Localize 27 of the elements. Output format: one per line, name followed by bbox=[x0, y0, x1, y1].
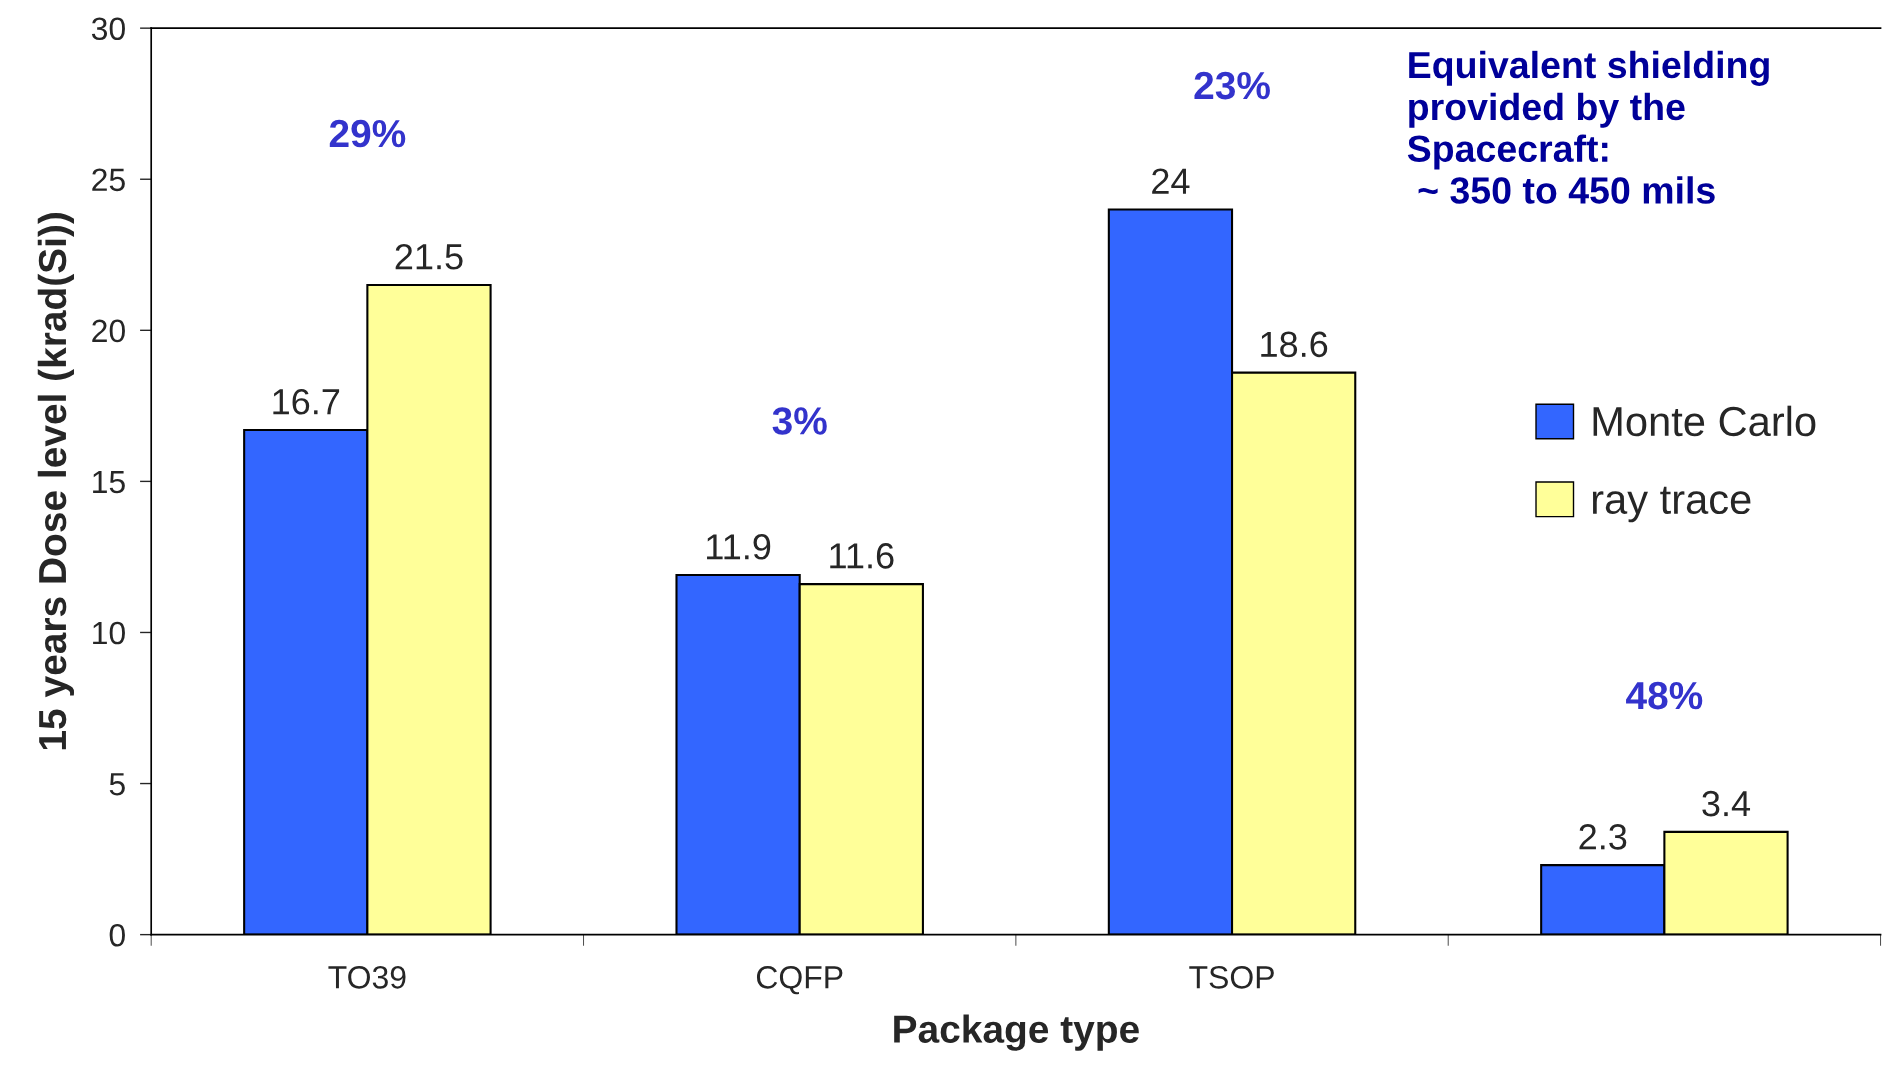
data-label: 3.4 bbox=[1702, 790, 1751, 817]
y-axis-title: 15 years Dose level (krad(Si)) bbox=[37, 213, 75, 750]
data-label: 21.5 bbox=[395, 243, 463, 270]
legend-label: ray trace bbox=[1592, 486, 1751, 523]
annotation: 3% bbox=[772, 407, 827, 435]
x-tick-label: TO39 bbox=[328, 966, 406, 989]
y-tick-label: 10 bbox=[93, 621, 125, 645]
data-label: 11.6 bbox=[830, 543, 894, 569]
data-label: 2.3 bbox=[1579, 824, 1627, 850]
annotation: Equivalent shielding provided by the Spacecraft: ~ 350 to 450 mils bbox=[1407, 50, 1769, 204]
y-tick-label: 0 bbox=[109, 923, 125, 947]
y-tick-label: 15 bbox=[93, 470, 125, 494]
annotation: 29% bbox=[329, 119, 406, 148]
y-tick-label: 20 bbox=[92, 319, 125, 343]
legend-label: Monte Carlo bbox=[1593, 405, 1816, 437]
x-axis-title: Package type bbox=[894, 1014, 1139, 1051]
data-label: 18.6 bbox=[1261, 331, 1328, 358]
data-label: 11.9 bbox=[707, 534, 771, 560]
y-tick-label: 25 bbox=[92, 168, 125, 192]
data-label: 16.7 bbox=[273, 388, 340, 415]
x-tick-label: TSOP bbox=[1189, 966, 1274, 989]
annotation: 23% bbox=[1194, 71, 1270, 100]
y-tick-label: 30 bbox=[91, 17, 125, 41]
data-label: 24 bbox=[1152, 168, 1190, 194]
annotation: 48% bbox=[1626, 681, 1703, 710]
x-tick-label: CQFP bbox=[756, 966, 843, 995]
y-tick-label: 5 bbox=[109, 773, 125, 796]
